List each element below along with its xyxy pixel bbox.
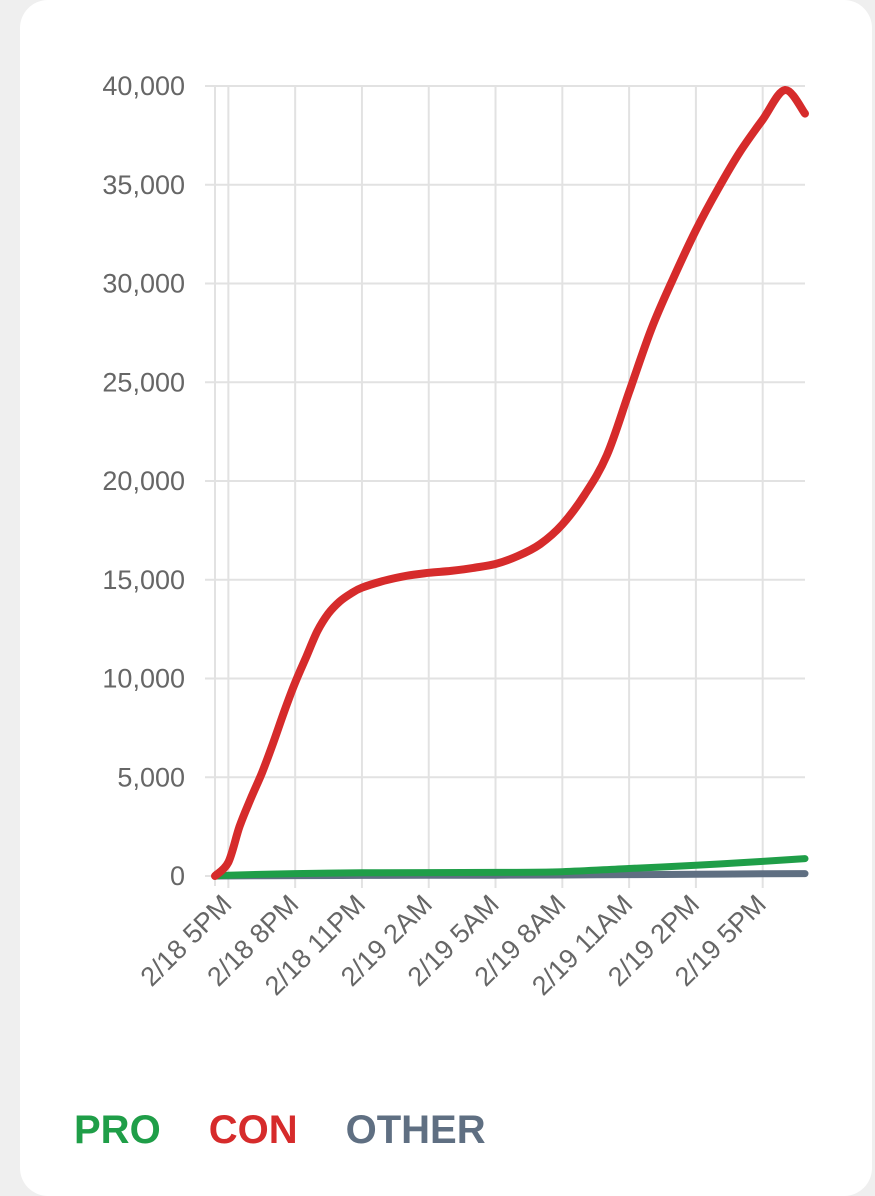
y-tick-label: 30,000 — [102, 269, 185, 299]
legend-item-pro[interactable]: PRO — [74, 1108, 161, 1152]
y-tick-label: 10,000 — [102, 664, 185, 694]
legend-item-other[interactable]: OTHER — [345, 1108, 486, 1152]
chart-card — [20, 0, 872, 1196]
y-tick-label: 5,000 — [117, 762, 185, 792]
y-tick-label: 25,000 — [102, 367, 185, 397]
series-line-con — [211, 86, 809, 880]
y-tick-label: 40,000 — [102, 71, 185, 101]
y-tick-label: 15,000 — [102, 565, 185, 595]
y-tick-label: 20,000 — [102, 466, 185, 496]
legend: PRO CON OTHER — [74, 1106, 486, 1154]
series-lines — [211, 86, 809, 880]
legend-item-con[interactable]: CON — [208, 1108, 298, 1152]
grid-lines — [205, 85, 805, 888]
y-tick-label: 0 — [170, 861, 185, 891]
y-tick-label: 35,000 — [102, 170, 185, 200]
y-axis-ticks: 0 5,000 10,000 15,000 20,000 25,000 30,000 35,0… — [102, 71, 185, 891]
series-line-pro — [211, 855, 809, 880]
